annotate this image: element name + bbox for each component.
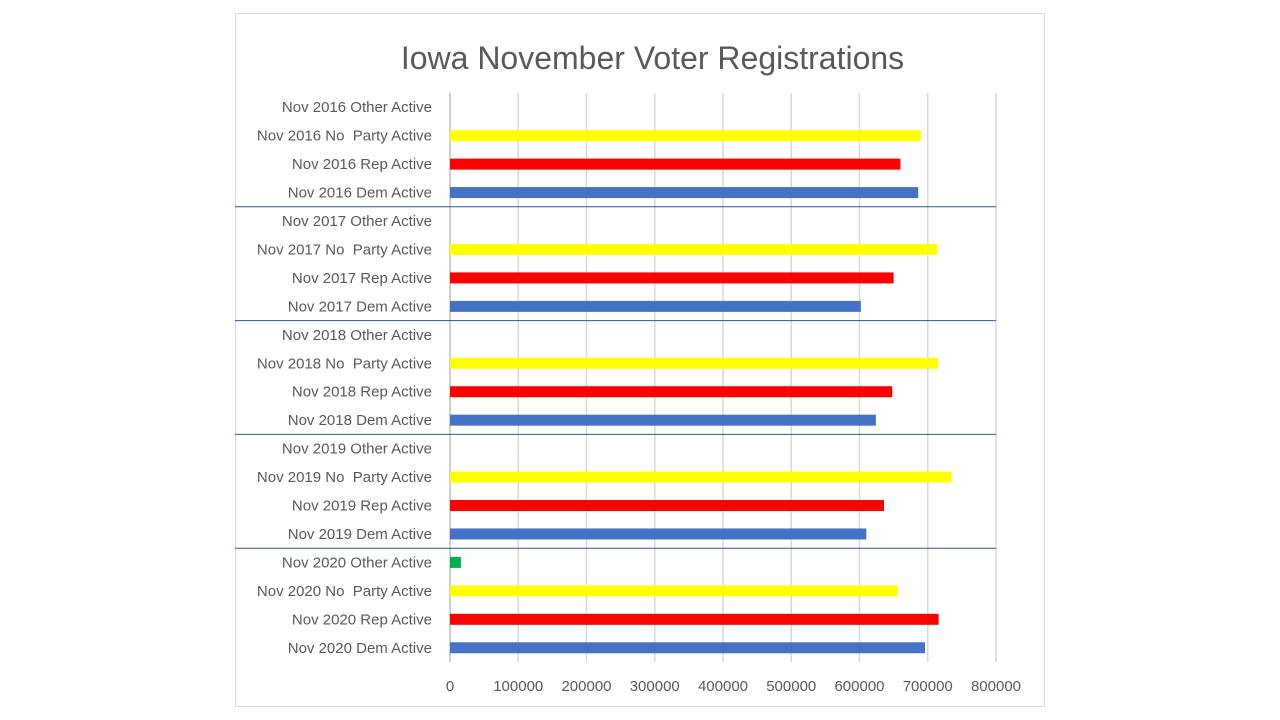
bar-rep	[450, 158, 901, 170]
bar-other	[450, 556, 461, 568]
category-label: Nov 2019 Dem Active	[288, 526, 432, 543]
x-tick-label: 300000	[630, 678, 680, 695]
bar-dem	[450, 187, 919, 199]
category-label: Nov 2019 Rep Active	[292, 498, 432, 515]
bar-dem	[450, 414, 876, 426]
x-tick-label: 600000	[834, 678, 884, 695]
bar-noparty	[450, 585, 898, 597]
category-label: Nov 2020 Rep Active	[292, 611, 432, 628]
category-label: Nov 2016 Dem Active	[288, 185, 432, 202]
category-label: Nov 2020 Dem Active	[288, 640, 432, 657]
x-tick-label: 200000	[561, 678, 611, 695]
category-label: Nov 2020 No Party Active	[257, 583, 432, 600]
bar-rep	[450, 613, 939, 625]
category-label: Nov 2019 No Party Active	[257, 469, 432, 486]
bar-noparty	[450, 357, 938, 369]
category-label: Nov 2018 Rep Active	[292, 384, 432, 401]
category-label: Nov 2016 Rep Active	[292, 156, 432, 173]
x-tick-label: 500000	[766, 678, 816, 695]
bar-rep	[450, 272, 894, 284]
x-tick-label: 100000	[493, 678, 543, 695]
x-tick-label: 800000	[971, 678, 1021, 695]
bar-noparty	[450, 130, 921, 142]
category-label: Nov 2016 Other Active	[282, 99, 432, 116]
category-label: Nov 2016 No Party Active	[257, 128, 432, 145]
x-tick-label: 400000	[698, 678, 748, 695]
chart-title: Iowa November Voter Registrations	[400, 40, 905, 76]
x-tick-label: 0	[446, 678, 454, 695]
bar-rep	[450, 500, 885, 512]
x-tick-label: 700000	[903, 678, 953, 695]
bar-noparty	[450, 243, 938, 255]
bar-dem	[450, 642, 926, 654]
bar-dem	[450, 528, 867, 540]
category-label: Nov 2017 Rep Active	[292, 270, 432, 287]
category-label: Nov 2017 Other Active	[282, 213, 432, 230]
category-label: Nov 2019 Other Active	[282, 441, 432, 458]
category-label: Nov 2018 No Party Active	[257, 355, 432, 372]
category-label: Nov 2018 Dem Active	[288, 412, 432, 429]
bar-noparty	[450, 471, 952, 483]
category-label: Nov 2017 No Party Active	[257, 241, 432, 258]
bar-rep	[450, 386, 893, 398]
bar-dem	[450, 300, 861, 312]
category-label: Nov 2017 Dem Active	[288, 298, 432, 315]
category-label: Nov 2020 Other Active	[282, 554, 432, 571]
category-label: Nov 2018 Other Active	[282, 327, 432, 344]
